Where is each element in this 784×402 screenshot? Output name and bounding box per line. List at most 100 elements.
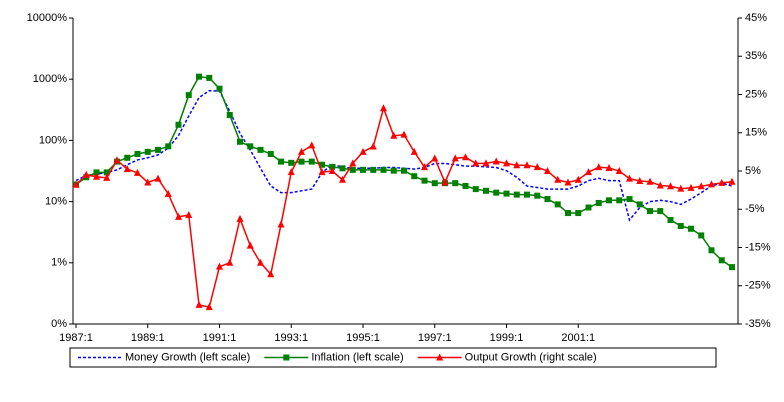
marker-square bbox=[237, 138, 243, 145]
marker-triangle bbox=[339, 175, 346, 183]
marker-square bbox=[185, 92, 192, 99]
marker-triangle bbox=[287, 168, 295, 176]
marker-triangle bbox=[246, 241, 254, 249]
marker-triangle bbox=[677, 184, 685, 192]
marker-triangle bbox=[400, 130, 408, 138]
y2-tick-label: 5% bbox=[745, 165, 761, 177]
marker-square bbox=[626, 196, 633, 203]
marker-triangle bbox=[123, 165, 131, 173]
marker-square bbox=[657, 208, 664, 215]
x-tick-label: 1991:1 bbox=[203, 332, 237, 344]
marker-square bbox=[421, 177, 428, 184]
marker-triangle bbox=[277, 220, 285, 228]
marker-square bbox=[144, 148, 151, 155]
x-tick-label: 1999:1 bbox=[490, 332, 524, 344]
marker-triangle bbox=[349, 159, 357, 167]
marker-square bbox=[134, 150, 141, 157]
legend-marker bbox=[436, 353, 444, 361]
y-tick-label: 10000% bbox=[27, 12, 68, 24]
marker-triangle bbox=[708, 180, 715, 188]
y2-tick-label: 45% bbox=[745, 12, 767, 24]
x-tick-label: 2001:1 bbox=[561, 332, 595, 344]
marker-triangle bbox=[441, 178, 449, 186]
marker-square bbox=[483, 187, 489, 194]
marker-square bbox=[524, 191, 530, 198]
marker-triangle bbox=[605, 163, 613, 171]
marker-square bbox=[175, 121, 182, 128]
marker-square bbox=[401, 167, 407, 174]
marker-square bbox=[647, 208, 653, 215]
marker-square bbox=[688, 225, 694, 232]
marker-square bbox=[698, 232, 705, 239]
marker-triangle bbox=[257, 258, 264, 266]
marker-square bbox=[196, 73, 202, 80]
marker-triangle bbox=[585, 168, 592, 176]
marker-triangle bbox=[164, 189, 172, 197]
legend: Money Growth (left scale) Inflation (left… bbox=[69, 347, 717, 368]
marker-square bbox=[595, 199, 602, 206]
y-tick-label: 1% bbox=[51, 257, 67, 269]
marker-square bbox=[165, 143, 172, 150]
marker-square bbox=[216, 85, 223, 92]
marker-square bbox=[155, 146, 161, 153]
marker-triangle bbox=[523, 161, 531, 169]
marker-triangle bbox=[544, 167, 551, 174]
marker-square bbox=[103, 169, 110, 176]
marker-square bbox=[319, 161, 325, 168]
marker-triangle bbox=[718, 178, 726, 186]
marker-square bbox=[339, 165, 346, 172]
marker-square bbox=[472, 186, 479, 193]
marker-triangle bbox=[185, 210, 193, 218]
marker-square bbox=[616, 197, 623, 204]
x-tick-label: 1989:1 bbox=[131, 332, 165, 344]
marker-triangle bbox=[328, 167, 336, 174]
marker-triangle bbox=[103, 173, 111, 181]
series-line bbox=[75, 105, 733, 309]
marker-triangle bbox=[646, 177, 654, 185]
marker-square bbox=[411, 173, 418, 180]
marker-triangle bbox=[564, 178, 572, 186]
marker-triangle bbox=[134, 168, 141, 176]
marker-triangle bbox=[482, 159, 490, 167]
marker-square bbox=[278, 158, 284, 165]
marker-triangle bbox=[687, 183, 695, 191]
x-tick-label: 1997:1 bbox=[418, 332, 452, 344]
marker-square bbox=[606, 197, 612, 204]
marker-triangle bbox=[636, 176, 644, 184]
marker-square bbox=[288, 159, 295, 166]
marker-square bbox=[329, 163, 336, 170]
marker-square bbox=[493, 189, 500, 196]
marker-triangle bbox=[144, 178, 152, 186]
marker-square bbox=[585, 204, 592, 211]
y2-tick-label: 35% bbox=[745, 50, 767, 62]
marker-square bbox=[206, 74, 213, 81]
y2-tick-label: 25% bbox=[745, 88, 767, 100]
x-tick-label: 1987:1 bbox=[59, 332, 93, 344]
marker-square bbox=[124, 154, 131, 161]
marker-triangle bbox=[93, 172, 100, 180]
marker-triangle bbox=[533, 163, 541, 171]
marker-triangle bbox=[195, 300, 203, 308]
marker-square bbox=[708, 247, 715, 254]
marker-triangle bbox=[267, 270, 275, 278]
marker-square bbox=[544, 196, 551, 203]
marker-square bbox=[298, 158, 305, 165]
marker-triangle bbox=[574, 175, 582, 183]
marker-square bbox=[462, 182, 469, 189]
marker-triangle bbox=[513, 161, 521, 169]
marker-triangle bbox=[318, 168, 326, 176]
marker-square bbox=[226, 112, 233, 119]
marker-triangle bbox=[380, 104, 387, 112]
y-tick-label: 0% bbox=[51, 318, 67, 330]
marker-square bbox=[677, 222, 684, 229]
y-tick-label: 100% bbox=[39, 134, 67, 146]
marker-triangle bbox=[595, 163, 603, 171]
marker-triangle bbox=[626, 174, 633, 182]
marker-triangle bbox=[421, 163, 428, 171]
y2-tick-label: -15% bbox=[745, 241, 771, 253]
marker-square bbox=[93, 169, 100, 176]
marker-triangle bbox=[451, 154, 459, 162]
marker-triangle bbox=[503, 159, 510, 167]
x-tick-label: 1995:1 bbox=[346, 332, 380, 344]
